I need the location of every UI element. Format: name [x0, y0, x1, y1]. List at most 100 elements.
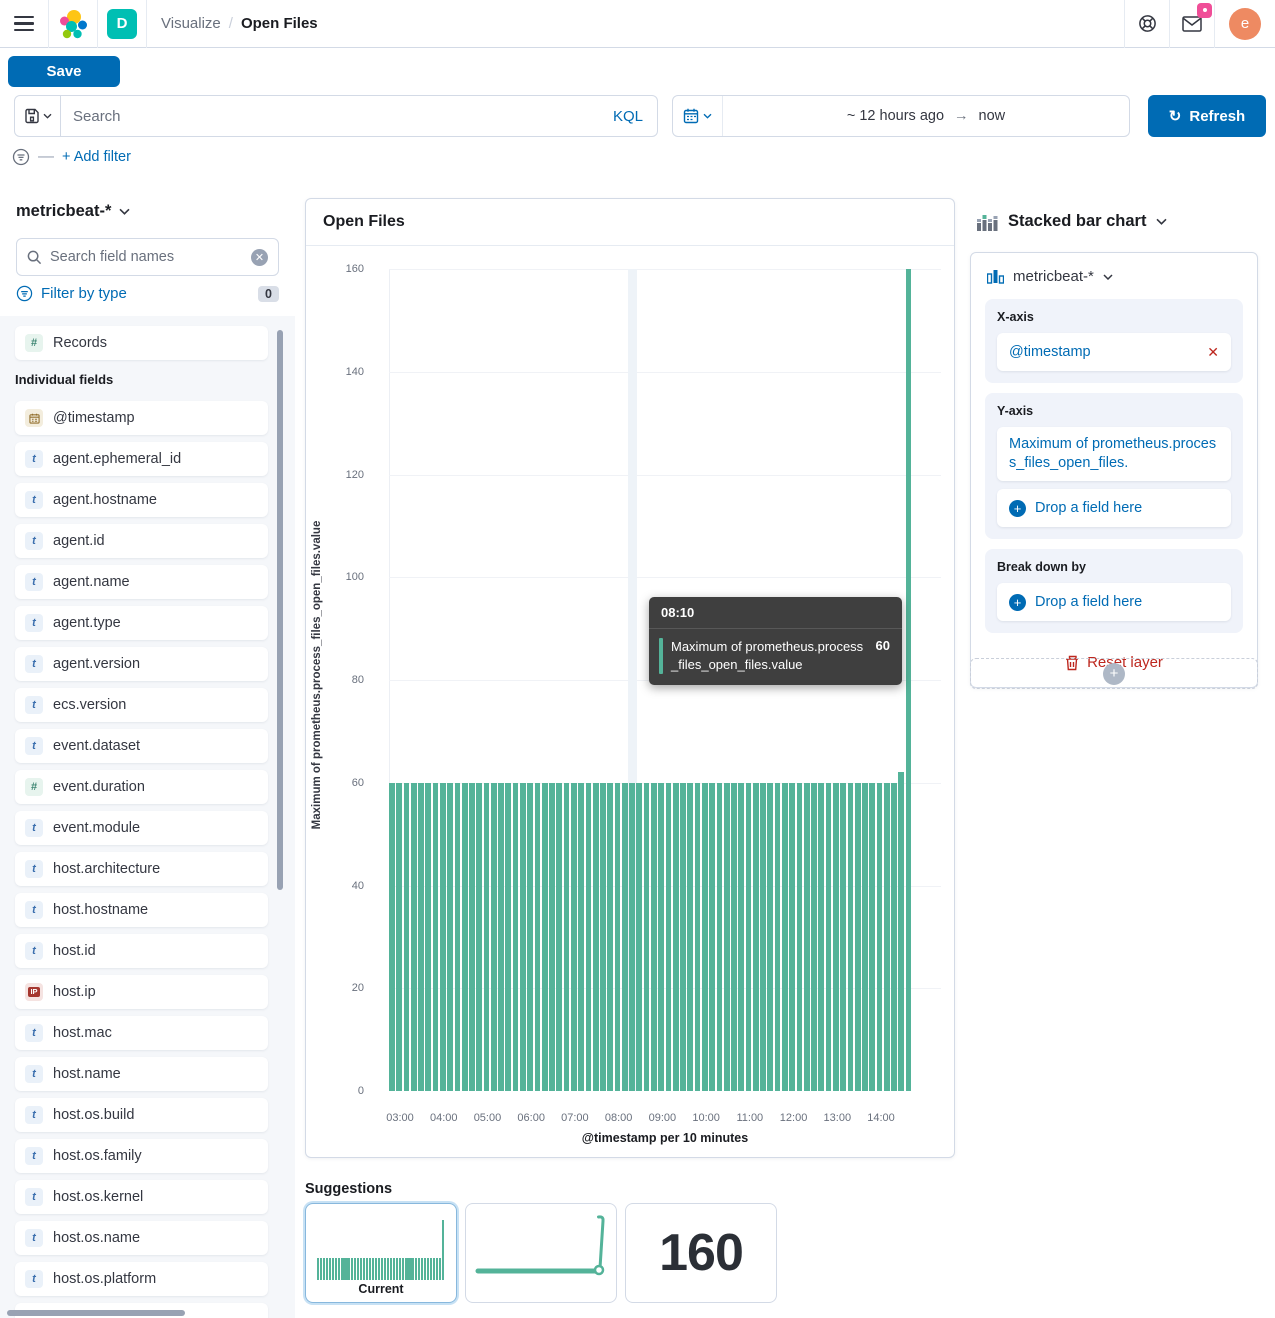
chart-bar[interactable]: [403, 782, 410, 1091]
field-item[interactable]: t agent.hostname: [15, 483, 268, 517]
chart-bar[interactable]: [498, 782, 504, 1091]
date-quick-select-button[interactable]: [673, 96, 723, 136]
y-axis-drop-target[interactable]: + Drop a field here: [997, 489, 1231, 527]
clear-search-icon[interactable]: ✕: [251, 248, 268, 266]
space-switcher[interactable]: D: [98, 0, 146, 48]
breadcrumb-visualize[interactable]: Visualize: [161, 15, 221, 32]
chart-bar[interactable]: [847, 782, 854, 1091]
chart-bar[interactable]: [811, 782, 817, 1091]
remove-dimension-icon[interactable]: ✕: [1207, 343, 1219, 360]
chart-bar[interactable]: [505, 782, 512, 1091]
filter-by-type-button[interactable]: Filter by type: [41, 285, 127, 302]
chart-bar[interactable]: [818, 782, 825, 1091]
chart-bar[interactable]: [883, 782, 890, 1091]
field-item[interactable]: t host.os.platform: [15, 1262, 268, 1296]
field-item[interactable]: # event.duration: [15, 770, 268, 804]
chart-bar[interactable]: [898, 772, 905, 1091]
chart-bar[interactable]: [862, 782, 868, 1091]
chart-bar[interactable]: [621, 782, 628, 1091]
suggestion-line-chart[interactable]: [465, 1203, 617, 1303]
field-item[interactable]: t event.module: [15, 811, 268, 845]
chart-bar[interactable]: [745, 782, 752, 1091]
chart-bar[interactable]: [439, 782, 446, 1091]
chart-bar[interactable]: [389, 782, 395, 1091]
menu-hamburger-icon[interactable]: [0, 0, 48, 48]
chart-bar[interactable]: [469, 782, 475, 1091]
vertical-scrollbar[interactable]: [277, 330, 283, 890]
field-item[interactable]: t agent.name: [15, 565, 268, 599]
chart-bar[interactable]: [796, 782, 803, 1091]
space-badge[interactable]: D: [107, 8, 137, 39]
chart-bar[interactable]: [432, 782, 439, 1091]
field-item[interactable]: t host.os.kernel: [15, 1180, 268, 1214]
chart-bar[interactable]: [483, 782, 490, 1091]
chart-bar[interactable]: [905, 269, 912, 1091]
time-from[interactable]: ~ 12 hours ago: [846, 108, 945, 124]
chart-bar[interactable]: [549, 782, 555, 1091]
chart-type-switcher[interactable]: Stacked bar chart: [976, 211, 1168, 231]
chart-bar[interactable]: [832, 782, 839, 1091]
help-button[interactable]: [1125, 0, 1169, 48]
index-pattern-switcher[interactable]: metricbeat-*: [16, 202, 130, 221]
field-item[interactable]: t ecs.version: [15, 688, 268, 722]
time-to[interactable]: now: [978, 108, 1006, 124]
chart-bar[interactable]: [694, 782, 701, 1091]
user-avatar[interactable]: e: [1229, 7, 1261, 40]
chart-bar[interactable]: [709, 782, 715, 1091]
add-layer-button[interactable]: +: [970, 658, 1258, 689]
chart-bar[interactable]: [651, 782, 657, 1091]
refresh-button[interactable]: ↻ Refresh: [1148, 95, 1266, 137]
suggestion-current[interactable]: Current: [305, 1203, 457, 1303]
chart-bar[interactable]: [600, 782, 606, 1091]
saved-query-menu-button[interactable]: [15, 96, 61, 136]
time-range-display[interactable]: ~ 12 hours ago → now: [723, 96, 1129, 136]
chart-bar[interactable]: [782, 782, 788, 1091]
field-item[interactable]: IP host.ip: [15, 975, 268, 1009]
chart-bar[interactable]: [614, 782, 621, 1091]
chart-bar[interactable]: [825, 782, 832, 1091]
chart-bar[interactable]: [396, 782, 403, 1091]
break-down-drop-target[interactable]: + Drop a field here: [997, 583, 1231, 621]
field-item[interactable]: t host.os.name: [15, 1221, 268, 1255]
field-item[interactable]: t agent.id: [15, 524, 268, 558]
chart-bar[interactable]: [592, 782, 599, 1091]
field-item[interactable]: t host.mac: [15, 1016, 268, 1050]
field-item[interactable]: @timestamp: [15, 401, 268, 435]
field-item-records[interactable]: # Records: [15, 326, 268, 360]
chart-bar[interactable]: [629, 782, 635, 1091]
chart-bar[interactable]: [767, 782, 774, 1091]
chart-bar[interactable]: [534, 782, 541, 1091]
chart-bar[interactable]: [461, 782, 468, 1091]
field-item[interactable]: t agent.ephemeral_id: [15, 442, 268, 476]
field-search-input[interactable]: [50, 249, 243, 265]
chart-bar[interactable]: [876, 782, 883, 1091]
chart-bar[interactable]: [556, 782, 563, 1091]
field-item[interactable]: t event.dataset: [15, 729, 268, 763]
chart-bar[interactable]: [578, 782, 584, 1091]
chart-bar[interactable]: [570, 782, 577, 1091]
query-language-button[interactable]: KQL: [612, 107, 643, 125]
chart-bar[interactable]: [585, 782, 592, 1091]
newsfeed-button[interactable]: [1170, 0, 1214, 48]
field-item[interactable]: t agent.type: [15, 606, 268, 640]
chart-bar[interactable]: [789, 782, 796, 1091]
chart-bar[interactable]: [731, 782, 737, 1091]
field-item[interactable]: t host.os.build: [15, 1098, 268, 1132]
chart-bar[interactable]: [716, 782, 723, 1091]
elastic-logo[interactable]: [49, 0, 97, 48]
chart-bar[interactable]: [854, 782, 861, 1091]
chart-bar[interactable]: [527, 782, 534, 1091]
chart-bar[interactable]: [418, 782, 424, 1091]
horizontal-scrollbar[interactable]: [7, 1310, 185, 1316]
chart-bar[interactable]: [672, 782, 679, 1091]
chart-bar[interactable]: [541, 782, 548, 1091]
chart-bar[interactable]: [425, 782, 432, 1091]
chart-bar[interactable]: [563, 782, 570, 1091]
field-item[interactable]: t host.hostname: [15, 893, 268, 927]
chart-bar[interactable]: [680, 782, 686, 1091]
chart-bar[interactable]: [687, 782, 694, 1091]
chart-bar[interactable]: [643, 782, 650, 1091]
chart-bar[interactable]: [840, 782, 846, 1091]
chart-bar[interactable]: [738, 782, 745, 1091]
x-axis-dimension[interactable]: @timestamp ✕: [997, 333, 1231, 371]
